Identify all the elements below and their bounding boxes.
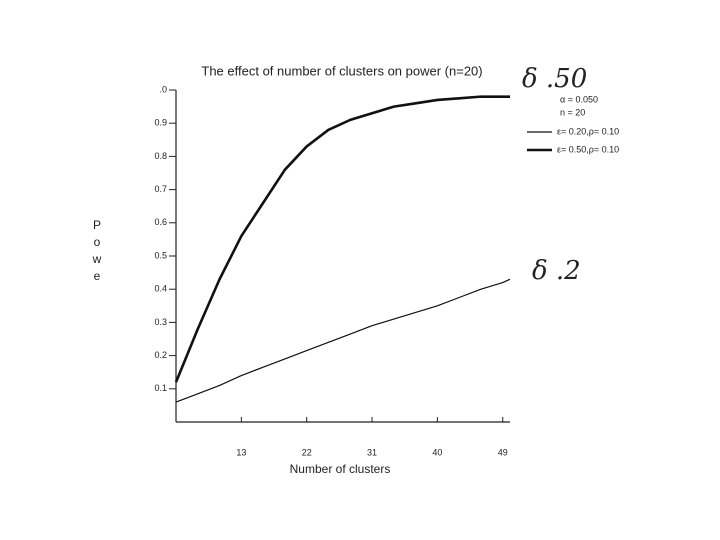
y-tick-label: 0.8 [154, 151, 167, 161]
x-tick-label: 22 [302, 447, 312, 457]
chart-title: The effect of number of clusters on powe… [201, 63, 482, 78]
data-line [175, 278, 511, 403]
y-tick-label: 0.5 [154, 250, 167, 260]
y-axis-label: Powe [90, 218, 104, 286]
x-tick-label: 13 [236, 447, 246, 457]
y-tick-label: 0.6 [154, 217, 167, 227]
x-axis-label: Number of clusters [290, 462, 391, 476]
annotation: δ .2 [532, 256, 581, 286]
y-tick-label: 0.3 [154, 317, 167, 327]
legend-label: ε= 0.50,ρ= 0.10 [557, 144, 619, 154]
y-tick-label: 0.7 [154, 184, 167, 194]
data-line [174, 95, 510, 383]
x-tick-label: 49 [498, 447, 508, 457]
legend-note: n = 20 [560, 107, 585, 117]
y-tick-label: .0 [159, 84, 167, 94]
x-tick-label: 31 [367, 447, 377, 457]
y-tick-label: 0.9 [154, 118, 167, 128]
legend-label: ε= 0.20,ρ= 0.10 [557, 126, 619, 136]
legend-note: α = 0.050 [560, 94, 598, 104]
x-tick-label: 40 [432, 447, 442, 457]
annotation: δ .50 [522, 64, 587, 94]
y-tick-label: 0.1 [154, 383, 167, 393]
y-tick-label: 0.2 [154, 350, 167, 360]
y-tick-label: 0.4 [154, 284, 167, 294]
